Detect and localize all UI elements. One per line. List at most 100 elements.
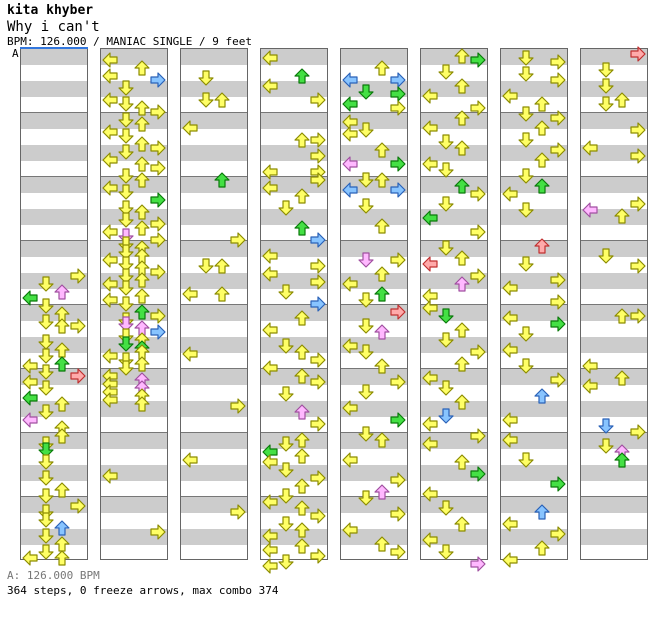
note-arrow-right [550, 54, 566, 70]
note-arrow-left [422, 210, 438, 226]
note-arrow-right [470, 466, 486, 482]
measure-line [101, 304, 167, 305]
note-arrow-down [518, 66, 534, 82]
note-arrow-up [374, 286, 390, 302]
note-arrow-right [550, 526, 566, 542]
note-arrow-left [342, 182, 358, 198]
note-arrow-down [278, 386, 294, 402]
measure-line [181, 496, 247, 497]
note-arrow-right [550, 294, 566, 310]
note-arrow-right [150, 324, 166, 340]
measure-line [21, 496, 87, 497]
note-arrow-up [294, 68, 310, 84]
note-arrow-right [470, 186, 486, 202]
note-arrow-up [134, 204, 150, 220]
note-arrow-right [630, 122, 646, 138]
note-arrow-up [614, 92, 630, 108]
note-arrow-left [502, 552, 518, 568]
note-arrow-down [438, 162, 454, 178]
note-arrow-up [374, 484, 390, 500]
note-arrow-right [310, 92, 326, 108]
note-arrow-up [454, 516, 470, 532]
note-arrow-right [310, 416, 326, 432]
note-arrow-right [470, 344, 486, 360]
note-arrow-up [454, 110, 470, 126]
note-arrow-left [422, 156, 438, 172]
note-arrow-up [614, 452, 630, 468]
note-arrow-right [310, 352, 326, 368]
note-arrow-right [470, 428, 486, 444]
measure-line [341, 176, 407, 177]
measure-line [101, 240, 167, 241]
measure-line [581, 240, 647, 241]
note-arrow-left [342, 338, 358, 354]
note-arrow-left [422, 532, 438, 548]
note-arrow-up [294, 522, 310, 538]
note-arrow-left [422, 256, 438, 272]
note-arrow-down [598, 248, 614, 264]
note-arrow-left [22, 290, 38, 306]
note-arrow-left [22, 358, 38, 374]
note-arrow-up [534, 96, 550, 112]
note-arrow-up [614, 308, 630, 324]
note-arrow-right [150, 308, 166, 324]
note-arrow-down [438, 408, 454, 424]
note-arrow-right [150, 524, 166, 540]
note-arrow-up [454, 140, 470, 156]
note-arrow-left [102, 52, 118, 68]
measure-line [341, 304, 407, 305]
note-arrow-down [518, 132, 534, 148]
note-arrow-down [38, 512, 54, 528]
chart-column [180, 48, 248, 560]
note-arrow-down [38, 544, 54, 560]
note-arrow-left [262, 248, 278, 264]
note-arrow-up [534, 540, 550, 556]
note-arrow-up [534, 504, 550, 520]
note-arrow-left [582, 140, 598, 156]
measure-line [501, 112, 567, 113]
note-arrow-right [550, 110, 566, 126]
note-arrow-right [550, 142, 566, 158]
note-arrow-left [22, 374, 38, 390]
note-arrow-down [198, 92, 214, 108]
note-arrow-up [454, 276, 470, 292]
note-arrow-down [198, 70, 214, 86]
note-arrow-left [102, 224, 118, 240]
note-arrow-left [422, 120, 438, 136]
note-arrow-right [150, 104, 166, 120]
note-arrow-left [342, 126, 358, 142]
measure-line [261, 368, 327, 369]
note-arrow-down [518, 168, 534, 184]
note-arrow-left [102, 468, 118, 484]
note-arrow-up [534, 238, 550, 254]
note-arrow-left [502, 342, 518, 358]
measure-line [501, 496, 567, 497]
note-arrow-up [54, 520, 70, 536]
note-arrow-down [278, 462, 294, 478]
note-arrow-up [374, 218, 390, 234]
note-arrow-up [134, 100, 150, 116]
note-arrow-down [518, 326, 534, 342]
note-arrow-up [134, 116, 150, 132]
measure-line [181, 112, 247, 113]
note-arrow-up [374, 324, 390, 340]
note-arrow-left [342, 276, 358, 292]
note-arrow-down [438, 196, 454, 212]
note-arrow-down [278, 488, 294, 504]
note-arrow-right [230, 398, 246, 414]
note-arrow-left [102, 92, 118, 108]
note-arrow-right [310, 548, 326, 564]
note-arrow-left [342, 452, 358, 468]
note-arrow-right [390, 100, 406, 116]
note-arrow-left [422, 416, 438, 432]
note-arrow-up [454, 78, 470, 94]
note-arrow-down [438, 544, 454, 560]
note-arrow-up [294, 188, 310, 204]
note-arrow-right [70, 498, 86, 514]
note-arrow-up [374, 358, 390, 374]
note-arrow-left [422, 436, 438, 452]
measure-line [341, 432, 407, 433]
note-arrow-down [38, 364, 54, 380]
note-arrow-right [390, 506, 406, 522]
note-arrow-down [118, 212, 134, 228]
